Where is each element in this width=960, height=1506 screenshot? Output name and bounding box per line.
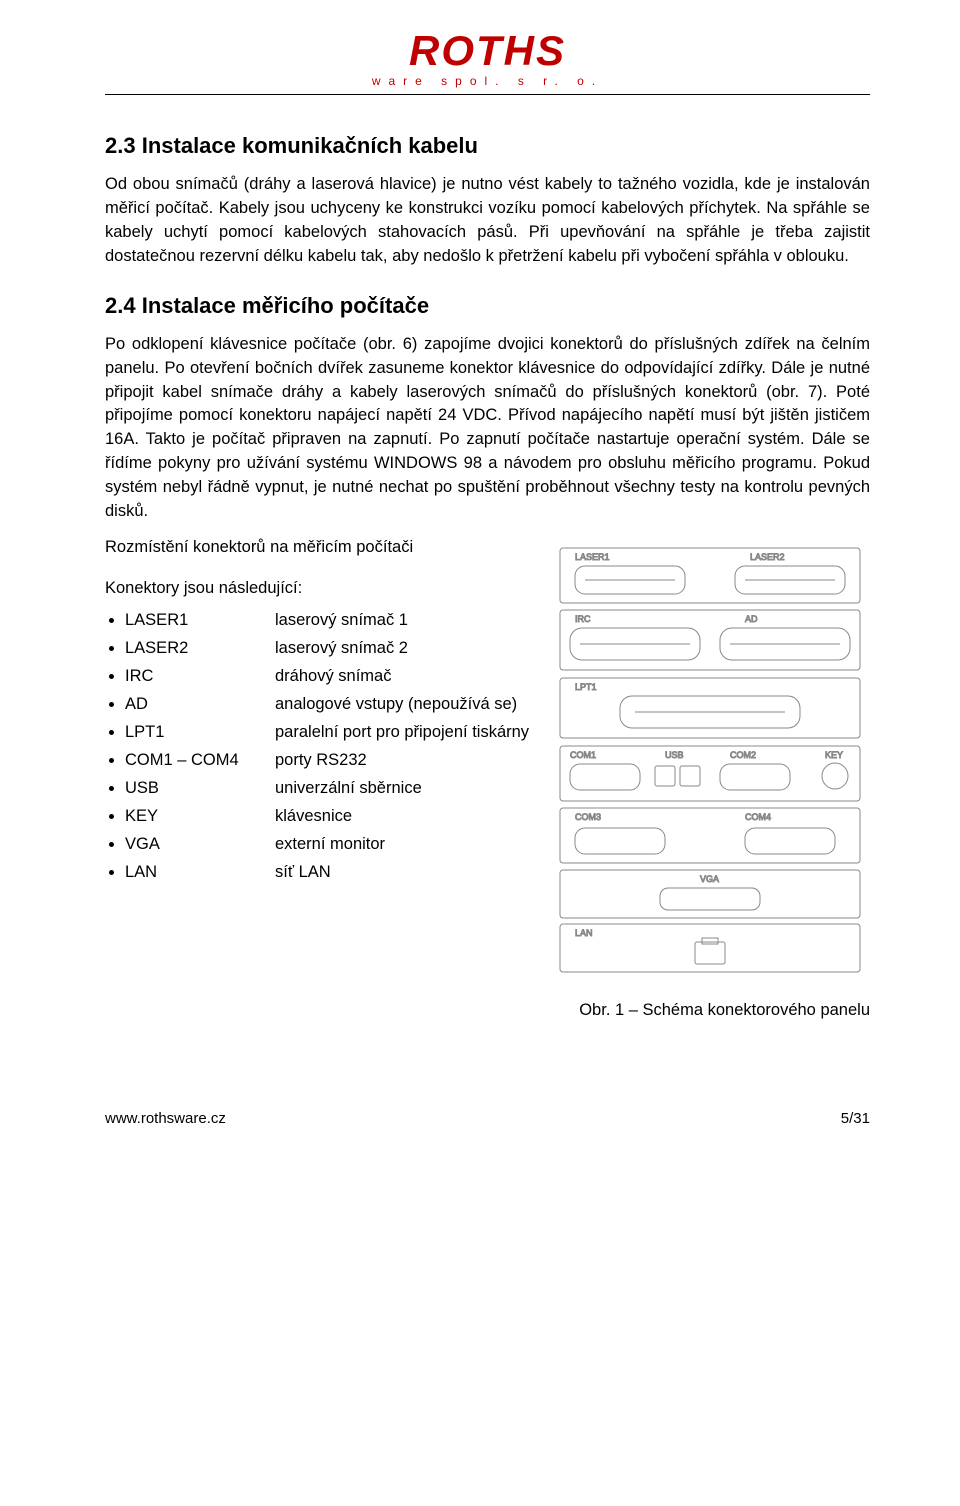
- conn-desc: laserový snímač 2: [275, 639, 408, 657]
- conn-desc: externí monitor: [275, 835, 385, 853]
- svg-text:COM4: COM4: [745, 812, 771, 822]
- svg-text:KEY: KEY: [825, 750, 843, 760]
- conn-desc: laserový snímač 1: [275, 611, 408, 629]
- list-item: USBuniverzální sběrnice: [125, 774, 530, 802]
- section-2-3-heading: 2.3 Instalace komunikačních kabelu: [105, 133, 870, 159]
- svg-text:COM2: COM2: [730, 750, 756, 760]
- svg-text:LASER1: LASER1: [575, 552, 610, 562]
- connector-diagram: LASER1 LASER2 IRC AD LPT1: [550, 538, 870, 983]
- section-title: Instalace měřicího počítače: [142, 293, 429, 318]
- conn-label: LASER1: [125, 606, 275, 634]
- conn-label: AD: [125, 690, 275, 718]
- list-item: ADanalogové vstupy (nepoužívá se): [125, 690, 530, 718]
- conn-desc: klávesnice: [275, 807, 352, 825]
- section-2-4-paragraph: Po odklopení klávesnice počítače (obr. 6…: [105, 333, 870, 524]
- conn-desc: síť LAN: [275, 863, 331, 881]
- conn-label: LAN: [125, 858, 275, 886]
- svg-text:LASER2: LASER2: [750, 552, 785, 562]
- page-footer: www.rothsware.cz 5/31: [0, 1110, 960, 1147]
- conn-desc: univerzální sběrnice: [275, 779, 422, 797]
- conn-desc: analogové vstupy (nepoužívá se): [275, 695, 517, 713]
- section-number: 2.4: [105, 293, 136, 318]
- list-item: LANsíť LAN: [125, 858, 530, 886]
- svg-text:IRC: IRC: [575, 614, 591, 624]
- section-2-3-paragraph: Od obou snímačů (dráhy a laserová hlavic…: [105, 173, 870, 269]
- svg-text:AD: AD: [745, 614, 758, 624]
- list-item: LASER2laserový snímač 2: [125, 634, 530, 662]
- conn-label: USB: [125, 774, 275, 802]
- list-item: LPT1paralelní port pro připojení tiskárn…: [125, 718, 530, 746]
- conn-desc: porty RS232: [275, 751, 367, 769]
- conn-desc: dráhový snímač: [275, 667, 391, 685]
- footer-url: www.rothsware.cz: [105, 1110, 226, 1127]
- conn-label: VGA: [125, 830, 275, 858]
- conn-label: IRC: [125, 662, 275, 690]
- list-item: VGAexterní monitor: [125, 830, 530, 858]
- section-title: Instalace komunikačních kabelu: [142, 133, 478, 158]
- svg-text:LAN: LAN: [575, 928, 593, 938]
- figure-caption: Obr. 1 – Schéma konektorového panelu: [105, 1001, 870, 1020]
- conn-label: LASER2: [125, 634, 275, 662]
- list-item: IRCdráhový snímač: [125, 662, 530, 690]
- logo: ROTHS ware spol. s r. o.: [105, 30, 870, 95]
- list-item: LASER1laserový snímač 1: [125, 606, 530, 634]
- svg-text:VGA: VGA: [700, 874, 719, 884]
- conn-label: LPT1: [125, 718, 275, 746]
- svg-text:LPT1: LPT1: [575, 682, 597, 692]
- svg-text:COM3: COM3: [575, 812, 601, 822]
- connectors-list-intro: Konektory jsou následující:: [105, 579, 530, 598]
- logo-divider: [105, 94, 870, 95]
- svg-text:COM1: COM1: [570, 750, 596, 760]
- connectors-list: LASER1laserový snímač 1 LASER2laserový s…: [125, 606, 530, 886]
- conn-label: KEY: [125, 802, 275, 830]
- footer-page: 5/31: [841, 1110, 870, 1127]
- section-2-4-heading: 2.4 Instalace měřicího počítače: [105, 293, 870, 319]
- list-item: KEYklávesnice: [125, 802, 530, 830]
- list-item: COM1 – COM4porty RS232: [125, 746, 530, 774]
- svg-text:USB: USB: [665, 750, 684, 760]
- connectors-intro: Rozmístění konektorů na měřicím počítači: [105, 538, 530, 557]
- conn-label: COM1 – COM4: [125, 746, 275, 774]
- conn-desc: paralelní port pro připojení tiskárny: [275, 723, 529, 741]
- logo-sub: ware spol. s r. o.: [105, 74, 870, 88]
- section-number: 2.3: [105, 133, 136, 158]
- logo-main: ROTHS: [105, 30, 870, 72]
